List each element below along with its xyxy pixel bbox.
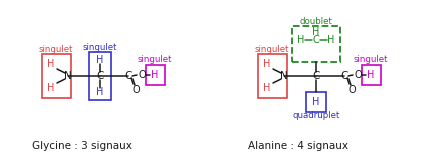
Bar	[258, 54, 287, 98]
Text: O: O	[348, 85, 356, 95]
Text: H: H	[312, 97, 320, 107]
Text: singulet: singulet	[138, 55, 172, 64]
Text: Alanine : 4 signaux: Alanine : 4 signaux	[248, 141, 348, 151]
Text: C: C	[96, 71, 104, 81]
Text: quadruplet: quadruplet	[292, 112, 340, 121]
Bar	[362, 65, 381, 85]
Text: O: O	[132, 85, 140, 95]
Text: H: H	[47, 59, 55, 69]
Bar	[146, 65, 165, 85]
Bar	[42, 54, 71, 98]
Text: C: C	[313, 35, 320, 45]
Bar	[89, 52, 111, 100]
Text: H: H	[151, 70, 159, 80]
Text: H: H	[96, 87, 104, 97]
Text: singulet: singulet	[354, 55, 388, 64]
Text: O: O	[138, 70, 146, 80]
Text: H: H	[263, 59, 271, 69]
Text: C: C	[340, 71, 348, 81]
Text: C: C	[124, 71, 132, 81]
Text: H: H	[96, 55, 104, 65]
Text: H: H	[312, 27, 320, 37]
Text: H: H	[47, 83, 55, 93]
Text: H: H	[297, 35, 305, 45]
Text: N: N	[280, 71, 288, 81]
Text: O: O	[354, 70, 362, 80]
Text: singulet: singulet	[83, 42, 117, 51]
Text: singulet: singulet	[39, 44, 73, 53]
Text: doublet: doublet	[299, 17, 332, 25]
Bar	[292, 26, 340, 62]
Text: H: H	[327, 35, 335, 45]
Text: singulet: singulet	[255, 44, 289, 53]
Text: C: C	[312, 71, 320, 81]
Text: H: H	[263, 83, 271, 93]
Text: N: N	[64, 71, 72, 81]
Text: Glycine : 3 signaux: Glycine : 3 signaux	[32, 141, 132, 151]
Text: H: H	[367, 70, 375, 80]
Bar	[306, 92, 326, 112]
